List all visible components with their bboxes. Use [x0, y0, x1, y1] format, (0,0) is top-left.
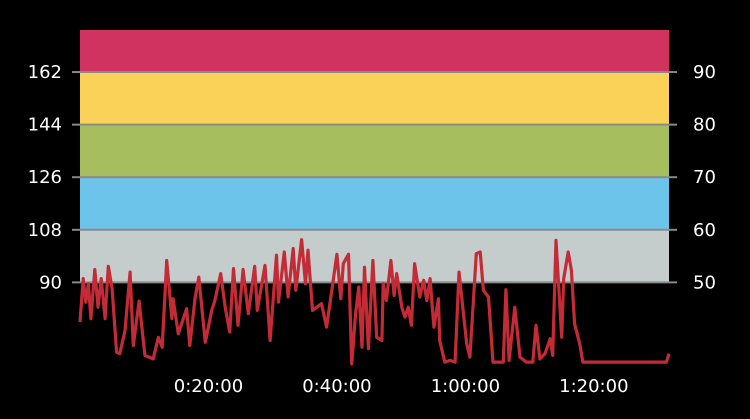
y-right-tick-label: 50 [693, 272, 716, 293]
y-left-tick-label: 90 [39, 272, 62, 293]
y-right-tick-label: 90 [693, 62, 716, 83]
y-right-tick-label: 70 [693, 167, 716, 188]
y-right-tick-label: 60 [693, 220, 716, 241]
heart-rate-zones [80, 30, 669, 283]
y-left-tick-label: 162 [28, 62, 62, 83]
x-tick-label: 0:20:00 [174, 376, 243, 397]
y-left-tick-label: 126 [28, 167, 62, 188]
zone-band-2 [80, 177, 669, 230]
y-axis-right: 50 60 70 80 90 [669, 62, 716, 293]
heart-rate-line [78, 238, 671, 366]
y-left-tick-label: 108 [28, 220, 62, 241]
zone-band-4 [80, 72, 669, 125]
zone-band-5 [80, 30, 669, 73]
x-tick-label: 1:20:00 [559, 376, 628, 397]
x-tick-label: 0:40:00 [302, 376, 371, 397]
x-axis: 0:20:00 0:40:00 1:00:00 1:20:00 [174, 376, 629, 397]
series-layer [78, 238, 671, 366]
y-left-tick-label: 144 [28, 115, 62, 136]
x-tick-label: 1:00:00 [431, 376, 500, 397]
y-axis-left: 90 108 126 144 162 [28, 62, 80, 293]
zone-band-3 [80, 124, 669, 178]
y-right-tick-label: 80 [693, 115, 716, 136]
